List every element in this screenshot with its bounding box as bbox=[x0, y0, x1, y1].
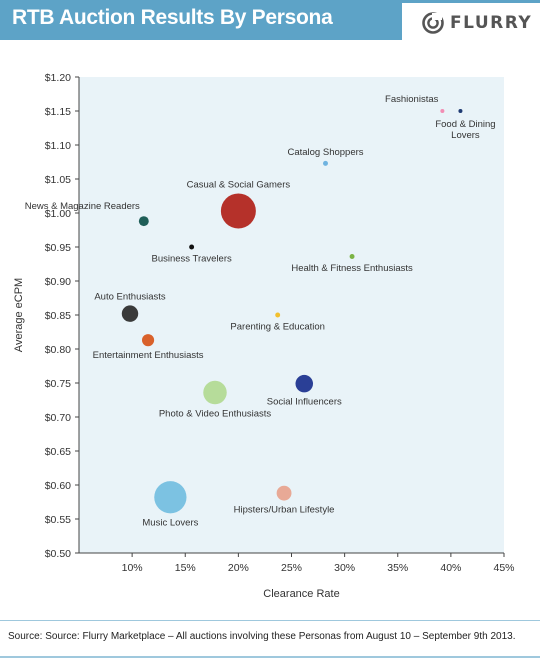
y-tick-label: $0.80 bbox=[45, 344, 71, 356]
y-tick-label: $0.70 bbox=[45, 412, 71, 424]
bubble bbox=[295, 374, 313, 393]
bubble bbox=[275, 312, 281, 318]
bubble bbox=[189, 244, 195, 250]
bubble bbox=[121, 305, 139, 322]
y-tick-label: $1.20 bbox=[45, 72, 71, 84]
chart-area: $0.50 $0.55 $0.60 $0.65 $0.70 $0.75 $0.80 $0.85… bbox=[0, 44, 540, 616]
bubble bbox=[142, 334, 155, 347]
y-tick-label: $1.00 bbox=[45, 208, 71, 220]
x-tick-label: 10% bbox=[122, 562, 143, 574]
x-tick-label: 25% bbox=[281, 562, 302, 574]
divider-bottom bbox=[0, 656, 540, 658]
y-tick-label: $0.60 bbox=[45, 480, 71, 492]
bubble-label: Casual & Social Gamers bbox=[187, 179, 291, 190]
y-axis-label: Average eCPM bbox=[13, 278, 25, 352]
x-tick-label: 35% bbox=[387, 562, 408, 574]
flurry-logo-text: FLURRY bbox=[450, 13, 533, 33]
bubble-label: Hipsters/Urban Lifestyle bbox=[234, 505, 335, 516]
y-tick-label: $1.10 bbox=[45, 140, 71, 152]
bubble-chart: $0.50 $0.55 $0.60 $0.65 $0.70 $0.75 $0.80 $0.85… bbox=[13, 72, 515, 600]
bubble bbox=[458, 109, 463, 113]
bubble bbox=[154, 481, 187, 514]
bubble bbox=[203, 380, 227, 405]
bubble bbox=[349, 254, 355, 259]
y-tick-label: $0.50 bbox=[45, 548, 71, 560]
bubble-label: Health & Fitness Enthusiasts bbox=[291, 263, 413, 274]
y-tick-label: $0.95 bbox=[45, 242, 71, 254]
bubble-label: Social Influencers bbox=[267, 396, 342, 407]
bubble-label: Fashionistas bbox=[385, 94, 439, 105]
bubble bbox=[276, 485, 292, 501]
bubble-label: Catalog Shoppers bbox=[287, 147, 363, 158]
chart-title: RTB Auction Results By Persona bbox=[12, 6, 333, 29]
source-note: Source: Source: Flurry Marketplace – All… bbox=[8, 631, 516, 642]
y-tick-label: $1.15 bbox=[45, 106, 71, 118]
x-tick-label: 40% bbox=[440, 562, 461, 574]
x-tick-label: 30% bbox=[334, 562, 355, 574]
bubble-label: Entertainment Enthusiasts bbox=[93, 350, 204, 361]
bubble bbox=[220, 193, 256, 229]
bubble bbox=[440, 109, 445, 113]
bubble-label: Parenting & Education bbox=[230, 321, 325, 332]
divider-top bbox=[0, 620, 540, 621]
y-tick-label: $0.75 bbox=[45, 378, 71, 390]
bubble-label: Business Travelers bbox=[151, 253, 232, 264]
y-tick-label: $0.65 bbox=[45, 446, 71, 458]
flurry-logo: FLURRY bbox=[402, 3, 540, 40]
y-tick-label: $0.85 bbox=[45, 310, 71, 322]
bubble bbox=[323, 160, 328, 166]
bubble-label: Photo & Video Enthusiasts bbox=[159, 408, 272, 419]
x-tick-label: 45% bbox=[493, 562, 514, 574]
bubble bbox=[138, 216, 149, 227]
plot-background bbox=[79, 77, 504, 553]
flurry-logo-icon bbox=[422, 12, 444, 34]
bubble-label: Food & Dining Lovers bbox=[435, 119, 495, 141]
y-tick-label: $1.05 bbox=[45, 174, 71, 186]
chart-header: RTB Auction Results By Persona FLURRY bbox=[0, 0, 540, 40]
y-tick-label: $0.55 bbox=[45, 514, 71, 526]
x-axis-label: Clearance Rate bbox=[263, 588, 339, 600]
bubble-label: News & Magazine Readers bbox=[25, 201, 140, 212]
bubble-label: Music Lovers bbox=[142, 517, 198, 528]
bubble-label: Auto Enthusiasts bbox=[94, 291, 166, 302]
x-tick-label: 20% bbox=[228, 562, 249, 574]
x-tick-label: 15% bbox=[175, 562, 196, 574]
y-tick-label: $0.90 bbox=[45, 276, 71, 288]
